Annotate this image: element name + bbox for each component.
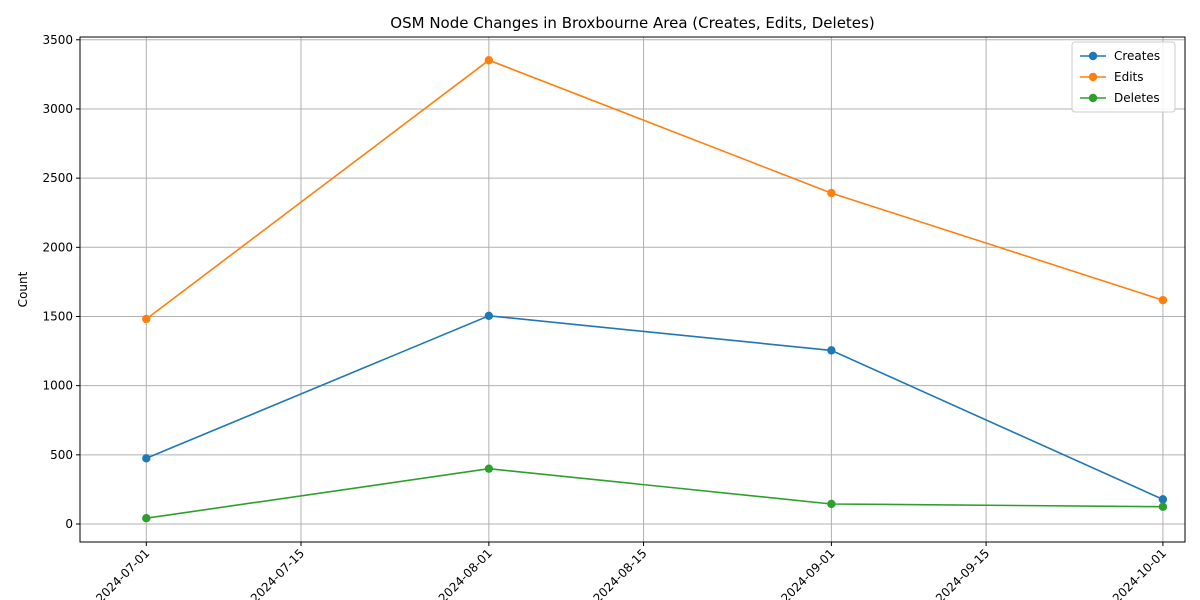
data-point-edits (484, 56, 494, 65)
legend: Creates Edits Deletes (1071, 41, 1176, 113)
y-tick-label: 0 (65, 517, 73, 531)
x-tick-label: 2024-09-01 (778, 546, 837, 600)
data-point-deletes (484, 464, 494, 473)
data-point-edits (142, 314, 151, 324)
series-line-deletes (146, 467, 1163, 519)
series-layer (142, 56, 1168, 523)
chart-title: OSM Node Changes in Broxbourne Area (Cre… (390, 14, 874, 32)
data-point-creates (484, 311, 494, 320)
x-tick-label: 2024-07-15 (248, 546, 307, 600)
y-axis-label: Count (16, 271, 30, 307)
data-point-creates (142, 454, 151, 463)
series-line-creates (145, 314, 1164, 501)
y-tick-label: 3500 (42, 33, 73, 47)
data-point-creates (827, 346, 836, 355)
plot-frame (79, 36, 1186, 543)
grid-layer (80, 37, 1185, 542)
data-point-deletes (827, 499, 836, 509)
x-tick-label: 2024-08-15 (590, 546, 649, 600)
legend-label-edits: Edits (1114, 70, 1144, 84)
y-tick-label: 1500 (42, 309, 73, 323)
x-tick-label: 2024-09-15 (933, 546, 992, 600)
y-tick-label: 3000 (42, 102, 73, 116)
data-point-deletes (142, 514, 151, 523)
y-tick-label: 1000 (42, 379, 73, 393)
series-line-edits (145, 59, 1164, 320)
y-tick-label: 2500 (42, 171, 73, 185)
legend-marker-deletes (1088, 93, 1098, 103)
data-point-deletes (1158, 502, 1168, 511)
x-tick-label: 2024-08-01 (436, 546, 495, 600)
data-point-creates (1158, 495, 1168, 504)
x-tick-label: 2024-10-01 (1110, 546, 1169, 600)
legend-marker-creates (1088, 51, 1098, 61)
data-point-edits (827, 188, 836, 198)
legend-box (1071, 41, 1176, 113)
legend-label-deletes: Deletes (1114, 91, 1160, 105)
y-tick-label: 500 (50, 448, 73, 462)
data-point-edits (1158, 295, 1168, 305)
legend-label-creates: Creates (1114, 49, 1160, 63)
y-tick-label: 2000 (42, 240, 73, 254)
legend-marker-edits (1088, 72, 1098, 82)
x-tick-label: 2024-07-01 (93, 546, 152, 600)
